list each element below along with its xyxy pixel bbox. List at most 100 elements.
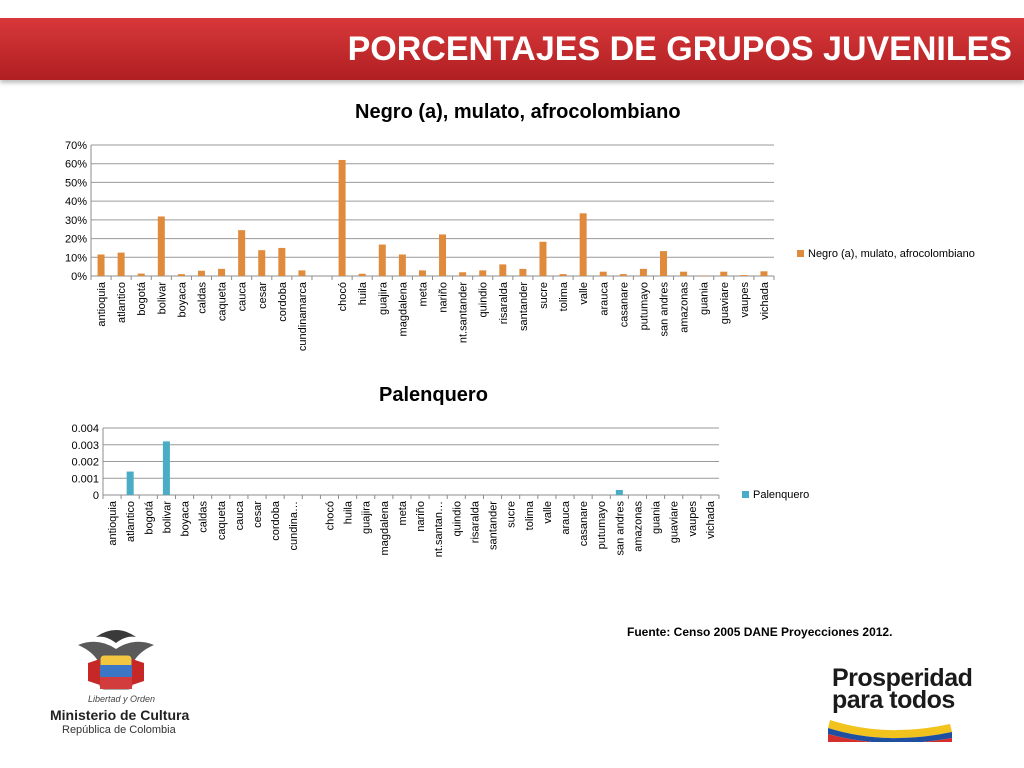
bar [338, 159, 346, 276]
bar [639, 268, 647, 276]
prosperidad-logo [826, 650, 956, 744]
y-tick-label: 60% [65, 159, 87, 171]
bar [197, 270, 205, 276]
bar [539, 241, 547, 276]
x-tick-label: cundina… [288, 501, 300, 551]
x-tick-label: antioquia [107, 500, 119, 546]
x-tick-label: atlantico [125, 501, 137, 542]
chart1-title: Negro (a), mulato, afrocolombiano [355, 101, 681, 123]
x-tick-label: bogotá [136, 281, 148, 316]
bar [378, 244, 386, 276]
x-tick-label: guaviare [719, 282, 731, 324]
x-tick-label: cesar [257, 282, 269, 309]
x-tick-label: caldas [198, 501, 210, 533]
bar [720, 271, 728, 276]
x-tick-label: san andres [614, 501, 626, 556]
bar [615, 489, 623, 495]
legend-swatch [797, 250, 804, 257]
bar [126, 471, 134, 495]
bar [619, 274, 627, 276]
header-bar: PORCENTAJES DE GRUPOS JUVENILES [0, 18, 1024, 80]
x-tick-label: risaralda [469, 500, 481, 543]
x-tick-label: putumayo [638, 282, 650, 330]
x-tick-label: guania [651, 500, 663, 534]
source-note: Fuente: Censo 2005 DANE Proyecciones 201… [627, 625, 893, 639]
x-tick-label: atlantico [116, 282, 128, 323]
x-tick-label: cordoba [277, 281, 289, 322]
chart2-svg: 0 0.001 0.002 0.003 0.004 antioquia atlantico b… [71, 423, 809, 557]
x-tick-label: nt.santander [458, 282, 470, 343]
bar [238, 230, 246, 276]
x-tick-label: magdalena [397, 281, 409, 336]
x-tick-label: arauca [598, 281, 610, 316]
x-tick-label: boyaca [176, 281, 188, 317]
bar [599, 271, 607, 276]
x-tick-label: cauca [237, 281, 249, 311]
x-tick-label: magdalena [379, 500, 391, 555]
x-tick-label: santander [518, 282, 530, 331]
bar [298, 270, 306, 276]
y-tick-label: 0 [93, 490, 99, 502]
x-tick-label: casanare [618, 282, 630, 327]
y-tick-label: 0.001 [71, 473, 99, 485]
bar [278, 247, 286, 276]
bar [162, 441, 170, 495]
prosperidad-line2: para todos [832, 686, 955, 714]
x-tick-label: quindio [478, 282, 490, 317]
bar [439, 234, 447, 276]
x-tick-label: caqueta [217, 281, 229, 321]
x-tick-label: antioquia [96, 281, 108, 327]
bar [418, 270, 426, 276]
y-tick-label: 0% [71, 271, 87, 283]
x-tick-label: putumayo [596, 501, 608, 549]
x-tick-label: amazonas [632, 501, 644, 552]
x-tick-label: cauca [234, 500, 246, 530]
x-tick-label: cesar [252, 501, 264, 528]
x-tick-label: bolivar [156, 282, 168, 315]
x-tick-label: vaupes [687, 501, 699, 537]
x-tick-label: tolima [558, 281, 570, 311]
x-tick-label: santander [488, 501, 500, 550]
y-tick-label: 30% [65, 215, 87, 227]
x-tick-label: meta [397, 500, 409, 525]
bar [117, 252, 125, 276]
x-tick-label: huila [343, 500, 355, 524]
x-tick-label: nt.santan… [433, 501, 445, 557]
y-tick-label: 10% [65, 252, 87, 264]
legend-label: Negro (a), mulato, afrocolombiano [808, 248, 975, 260]
y-tick-label: 40% [65, 196, 87, 208]
bar [459, 272, 467, 276]
y-tick-label: 70% [65, 140, 87, 152]
x-tick-label: cordoba [270, 500, 282, 541]
prosperidad-line1: Prosperidad [832, 664, 973, 692]
y-tick-label: 50% [65, 177, 87, 189]
x-tick-label: huila [357, 281, 369, 305]
x-tick-label: amazonas [679, 282, 691, 333]
bar [137, 273, 145, 276]
page-title: PORCENTAJES DE GRUPOS JUVENILES [347, 30, 1012, 68]
motto-text: Libertad y Orden [88, 694, 156, 704]
x-tick-label: caqueta [216, 500, 228, 540]
x-tick-label: bogotá [143, 500, 155, 535]
x-tick-label: valle [578, 282, 590, 305]
x-tick-label: caldas [196, 282, 208, 314]
ministerio-name: Ministerio de Cultura [50, 707, 190, 723]
bar [579, 213, 587, 276]
bar [700, 275, 708, 276]
y-tick-label: 0.004 [71, 423, 99, 435]
x-tick-label: guajira [361, 500, 373, 534]
bar [519, 268, 527, 276]
x-tick-label: boyaca [180, 500, 192, 536]
x-tick-label: chocó [337, 282, 349, 311]
x-tick-label: sucre [538, 282, 550, 309]
x-tick-label: vaupes [739, 282, 751, 318]
bar [97, 254, 105, 276]
x-tick-label: meta [417, 281, 429, 306]
legend-label: Palenquero [753, 489, 809, 501]
coat-of-arms-logo [48, 625, 183, 740]
x-tick-label: quindio [451, 501, 463, 536]
x-tick-label: arauca [560, 500, 572, 535]
y-tick-label: 0.003 [71, 440, 99, 452]
bar [680, 271, 688, 276]
bar [218, 268, 226, 276]
